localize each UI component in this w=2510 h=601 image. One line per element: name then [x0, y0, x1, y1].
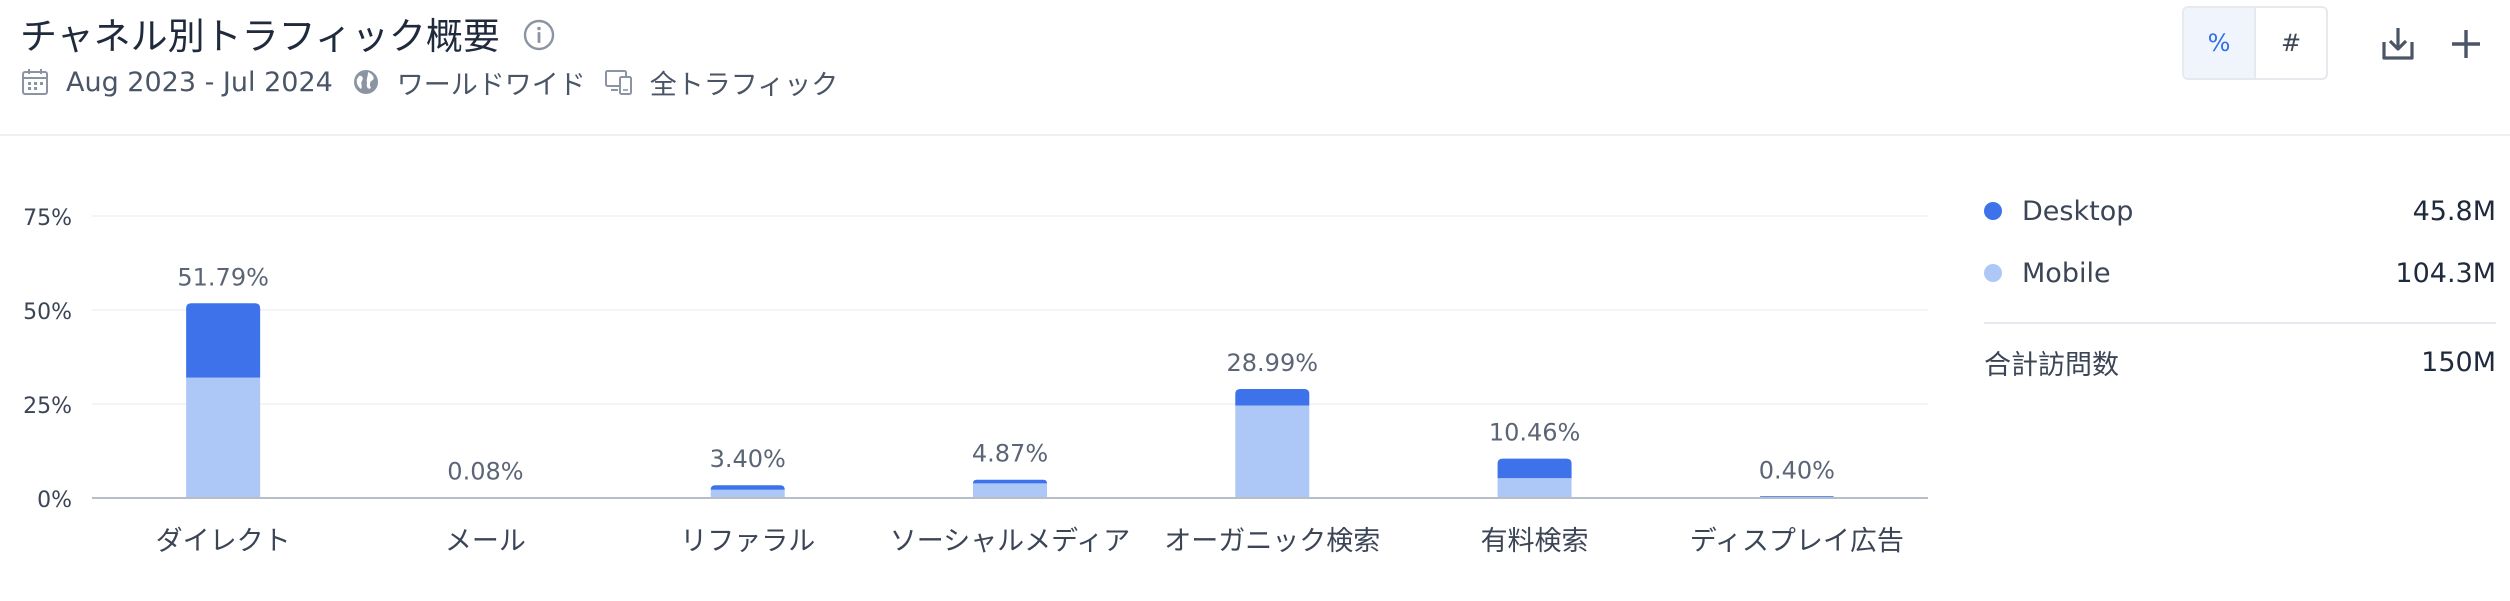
- legend-total: 合計訪問数 150M: [1984, 334, 2496, 390]
- x-category-label: ディスプレイ広告: [1690, 526, 1904, 557]
- bar-segment-mobile: [186, 377, 261, 498]
- legend-swatch-desktop: [1984, 202, 2002, 220]
- count-toggle-option[interactable]: #: [2280, 29, 2302, 57]
- globe-icon: [353, 70, 378, 94]
- bar-segment-desktop: [186, 303, 261, 378]
- bar-total-label: 51.79%: [177, 263, 269, 291]
- filter-meta: Aug 2023 - Jul 2024 ワールドワイド 全トラフィック: [20, 62, 856, 102]
- bar-segment-mobile: [1235, 405, 1310, 498]
- region-filter[interactable]: ワールドワイド: [351, 63, 586, 102]
- widget-header: チャネル別トラフィック概要 Aug 2023 - Jul 20: [0, 0, 2510, 136]
- bar-segment-desktop: [1235, 388, 1310, 406]
- legend-total-value: 150M: [2421, 346, 2496, 378]
- channel-traffic-chart: 0% 25% 50% 75% 51.79% ダイレクト 0.08% メール 3.40% リファラル…: [0, 134, 1960, 601]
- bar-segment-mobile: [710, 489, 785, 498]
- x-category-label: 有料検索: [1481, 526, 1589, 557]
- bar-chart-svg: 0% 25% 50% 75% 51.79% ダイレクト 0.08% メール 3.40% リファラル…: [23, 206, 1928, 557]
- bar-total-label: 0.08%: [447, 458, 523, 486]
- x-category-label: ダイレクト: [156, 526, 291, 557]
- traffic-type-text: 全トラフィック: [649, 69, 839, 101]
- bar-segment-desktop: [710, 485, 785, 490]
- y-tick-label: 75%: [23, 206, 72, 231]
- y-tick-label: 50%: [23, 300, 72, 325]
- date-range-filter[interactable]: Aug 2023 - Jul 2024: [20, 67, 333, 98]
- legend-value-desktop: 45.8M: [2412, 195, 2496, 227]
- value-mode-toggle: % #: [2182, 6, 2328, 80]
- legend-value-mobile: 104.3M: [2395, 257, 2496, 289]
- plus-icon[interactable]: [2446, 24, 2486, 64]
- bar-segment-desktop: [973, 479, 1047, 484]
- x-category-label: リファラル: [680, 526, 815, 557]
- legend-swatch-mobile: [1984, 264, 2002, 282]
- x-category-label: メール: [445, 526, 526, 557]
- legend-label-mobile: Mobile: [2022, 257, 2111, 289]
- bar-total-label: 4.87%: [972, 440, 1048, 468]
- legend-total-label: 合計訪問数: [1984, 349, 2119, 381]
- bar-total-label: 10.46%: [1489, 419, 1581, 447]
- bar-total-label: 28.99%: [1227, 349, 1319, 377]
- info-icon[interactable]: [522, 18, 556, 52]
- y-tick-label: 25%: [23, 394, 72, 419]
- bar-total-label: 3.40%: [710, 445, 786, 473]
- chart-legend: Desktop 45.8M Mobile 104.3M 合計訪問数 150M: [1984, 180, 2496, 390]
- legend-label-desktop: Desktop: [2022, 195, 2134, 227]
- legend-item-mobile[interactable]: Mobile 104.3M: [1984, 242, 2496, 304]
- region-text: ワールドワイド: [396, 69, 586, 101]
- x-category-label: オーガニック検索: [1164, 526, 1380, 557]
- y-tick-label: 0%: [37, 488, 72, 513]
- bar-segment-desktop: [1497, 458, 1572, 479]
- bar-segment-mobile: [973, 483, 1047, 498]
- bar-total-label: 0.40%: [1759, 456, 1835, 484]
- bar-segment-mobile: [1497, 478, 1572, 498]
- devices-icon: [604, 70, 632, 95]
- bar-segment-desktop: [1759, 495, 1834, 497]
- legend-divider: [1984, 322, 2496, 324]
- date-range-text: Aug 2023 - Jul 2024: [66, 66, 333, 98]
- widget-title: チャネル別トラフィック概要: [20, 15, 500, 58]
- calendar-icon: [22, 69, 48, 95]
- download-icon[interactable]: [2376, 22, 2420, 66]
- percent-toggle-option[interactable]: %: [2184, 8, 2256, 78]
- x-category-label: ソーシャルメディア: [890, 526, 1131, 557]
- legend-item-desktop[interactable]: Desktop 45.8M: [1984, 180, 2496, 242]
- traffic-type-filter[interactable]: 全トラフィック: [604, 63, 838, 102]
